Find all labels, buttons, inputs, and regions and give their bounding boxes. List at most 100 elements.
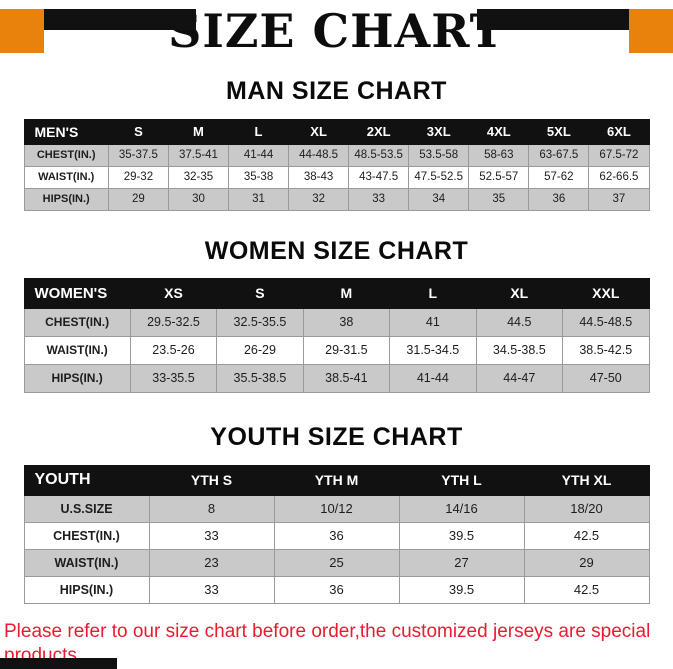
table-row: CHEST(IN.) 35-37.5 37.5-41 41-44 44-48.5 48.5…	[23, 143, 650, 167]
value-cell: 32.5-35.5	[216, 307, 304, 337]
size-header-cell: 2XL	[348, 118, 410, 145]
top-left-black-bar	[44, 9, 196, 30]
value-cell: 27	[398, 548, 525, 577]
women-size-chart-heading: WOMEN SIZE CHART	[204, 236, 469, 265]
size-header-cell: L	[227, 118, 290, 145]
value-cell: 35	[468, 187, 530, 211]
value-cell: 31	[227, 187, 290, 211]
value-cell: 41	[389, 307, 477, 337]
value-cell: 29.5-32.5	[129, 307, 218, 337]
top-right-orange-square	[629, 9, 673, 53]
row-label-cell: U.S.SIZE	[23, 494, 150, 523]
table-row: WAIST(IN.) 23.5-26 26-29 29-31.5 31.5-34.5 34…	[23, 335, 650, 365]
value-cell: 10/12	[273, 494, 400, 523]
value-cell: 36	[273, 575, 400, 604]
value-cell: 48.5-53.5	[348, 143, 410, 167]
value-cell: 29-31.5	[302, 335, 391, 365]
value-cell: 38	[302, 307, 391, 337]
table-row: CHEST(IN.) 33 36 39.5 42.5	[23, 521, 650, 550]
value-cell: 53.5-58	[408, 143, 470, 167]
value-cell: 42.5	[523, 521, 650, 550]
value-cell: 38-43	[288, 165, 350, 189]
value-cell: 31.5-34.5	[389, 335, 477, 365]
row-label-cell: CHEST(IN.)	[23, 521, 150, 550]
value-cell: 44-47	[475, 363, 564, 393]
size-header-cell: XL	[475, 277, 564, 309]
value-cell: 47.5-52.5	[408, 165, 470, 189]
bottom-left-black-bar	[0, 658, 117, 669]
value-cell: 23.5-26	[129, 335, 218, 365]
value-cell: 29-32	[107, 165, 169, 189]
value-cell: 35-37.5	[107, 143, 169, 167]
value-cell: 18/20	[523, 494, 650, 523]
table-row: WAIST(IN.) 29-32 32-35 35-38 38-43 43-47.5 47.…	[23, 165, 650, 189]
value-cell: 23	[148, 548, 275, 577]
value-cell: 41-44	[227, 143, 290, 167]
value-cell: 37	[588, 187, 650, 211]
value-cell: 52.5-57	[468, 165, 530, 189]
size-header-cell: XXL	[562, 277, 650, 309]
table-header-row: YOUTH YTH S YTH M YTH L YTH XL	[23, 464, 650, 496]
mens-size-table: MEN'S S M L XL 2XL 3XL 4XL 5XL 6XL CHEST(IN.) 35-37…	[23, 118, 650, 211]
size-header-cell: 4XL	[468, 118, 530, 145]
row-label-cell: WAIST(IN.)	[23, 165, 109, 189]
value-cell: 25	[273, 548, 400, 577]
value-cell: 58-63	[468, 143, 530, 167]
value-cell: 42.5	[523, 575, 650, 604]
table-header-row: MEN'S S M L XL 2XL 3XL 4XL 5XL 6XL	[23, 118, 650, 145]
table-row: HIPS(IN.) 33-35.5 35.5-38.5 38.5-41 41-44 44-…	[23, 363, 650, 393]
value-cell: 33-35.5	[129, 363, 218, 393]
value-cell: 33	[148, 521, 275, 550]
value-cell: 34	[408, 187, 470, 211]
table-row: HIPS(IN.) 33 36 39.5 42.5	[23, 575, 650, 604]
table-title-cell: WOMEN'S	[23, 277, 131, 309]
value-cell: 67.5-72	[588, 143, 650, 167]
size-header-cell: YTH XL	[523, 464, 650, 496]
value-cell: 35.5-38.5	[216, 363, 304, 393]
value-cell: 37.5-41	[167, 143, 230, 167]
value-cell: 43-47.5	[348, 165, 410, 189]
value-cell: 44.5-48.5	[562, 307, 650, 337]
size-header-cell: YTH M	[273, 464, 400, 496]
value-cell: 41-44	[389, 363, 477, 393]
value-cell: 32	[288, 187, 350, 211]
row-label-cell: HIPS(IN.)	[23, 575, 150, 604]
row-label-cell: CHEST(IN.)	[23, 307, 131, 337]
womens-size-table: WOMEN'S XS S M L XL XXL CHEST(IN.) 29.5-32.5 32.5…	[23, 277, 650, 393]
row-label-cell: WAIST(IN.)	[23, 335, 131, 365]
size-header-cell: YTH S	[148, 464, 275, 496]
table-title-cell: MEN'S	[23, 118, 109, 145]
value-cell: 35-38	[227, 165, 290, 189]
size-header-cell: M	[302, 277, 391, 309]
women-size-chart-section: WOMEN SIZE CHART WOMEN'S XS S M L XL XXL CHEST(…	[0, 237, 673, 393]
value-cell: 33	[148, 575, 275, 604]
table-header-row: WOMEN'S XS S M L XL XXL	[23, 277, 650, 309]
value-cell: 26-29	[216, 335, 304, 365]
row-label-cell: HIPS(IN.)	[23, 187, 109, 211]
value-cell: 38.5-41	[302, 363, 391, 393]
row-label-cell: WAIST(IN.)	[23, 548, 150, 577]
size-header-cell: L	[389, 277, 477, 309]
top-left-orange-square	[0, 9, 44, 53]
size-header-cell: YTH L	[398, 464, 525, 496]
value-cell: 30	[167, 187, 230, 211]
value-cell: 29	[107, 187, 169, 211]
size-header-cell: S	[216, 277, 304, 309]
youth-size-table: YOUTH YTH S YTH M YTH L YTH XL U.S.SIZE 8 10/12…	[23, 464, 650, 604]
size-header-cell: S	[107, 118, 169, 145]
value-cell: 14/16	[398, 494, 525, 523]
size-header-cell: 6XL	[588, 118, 650, 145]
table-row: U.S.SIZE 8 10/12 14/16 18/20	[23, 494, 650, 523]
value-cell: 39.5	[398, 521, 525, 550]
value-cell: 8	[148, 494, 275, 523]
value-cell: 39.5	[398, 575, 525, 604]
youth-size-chart-heading: YOUTH SIZE CHART	[210, 422, 463, 451]
value-cell: 63-67.5	[528, 143, 590, 167]
youth-size-chart-section: YOUTH SIZE CHART YOUTH YTH S YTH M YTH L YTH…	[0, 423, 673, 604]
value-cell: 34.5-38.5	[475, 335, 564, 365]
table-row: WAIST(IN.) 23 25 27 29	[23, 548, 650, 577]
value-cell: 57-62	[528, 165, 590, 189]
value-cell: 36	[528, 187, 590, 211]
table-row: CHEST(IN.) 29.5-32.5 32.5-35.5 38 41 44.5 44.5…	[23, 307, 650, 337]
